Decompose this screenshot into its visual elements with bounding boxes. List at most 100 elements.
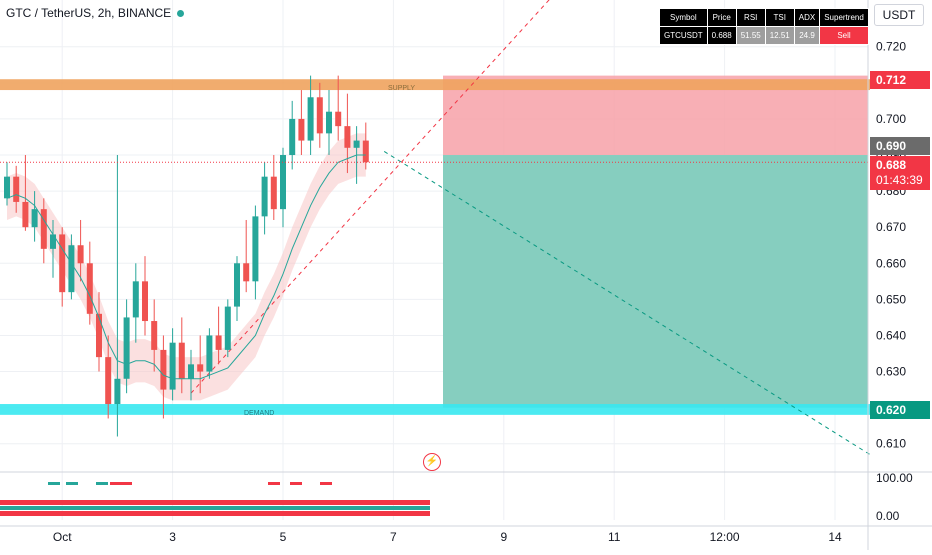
candle bbox=[224, 306, 231, 350]
candle bbox=[252, 216, 259, 282]
price-tick-label: 0.660 bbox=[876, 256, 906, 270]
candle bbox=[22, 201, 29, 228]
candle bbox=[86, 263, 93, 314]
stop-price-tag: 0.712 bbox=[870, 71, 930, 89]
candle bbox=[197, 364, 204, 372]
candle bbox=[206, 335, 213, 372]
table-cell-rsi: 51.55 bbox=[735, 26, 766, 45]
ema-line bbox=[6, 154, 366, 380]
candle bbox=[178, 342, 185, 379]
signal-marker bbox=[120, 482, 132, 485]
candle bbox=[40, 209, 47, 249]
candle bbox=[169, 342, 176, 390]
bar-countdown: 01:43:39 bbox=[876, 173, 923, 187]
oscillator-bar bbox=[0, 506, 430, 510]
time-tick-label: 5 bbox=[280, 530, 287, 544]
flash-icon[interactable]: ⚡ bbox=[423, 453, 441, 471]
price-tick-label: 0.720 bbox=[876, 40, 906, 54]
candle bbox=[160, 349, 167, 390]
candle bbox=[298, 118, 305, 141]
target-zone bbox=[443, 155, 868, 408]
price-tick-label: 0.610 bbox=[876, 437, 906, 451]
signal-marker bbox=[110, 482, 122, 485]
supply-zone bbox=[0, 79, 870, 91]
candle bbox=[114, 378, 121, 405]
target-price-tag: 0.620 bbox=[870, 401, 930, 419]
candle bbox=[59, 234, 66, 293]
candle bbox=[50, 234, 56, 249]
table-cell-supertrend: Sell bbox=[819, 26, 869, 45]
price-tick-label: 0.640 bbox=[876, 328, 906, 342]
signal-marker bbox=[48, 482, 60, 485]
oscillator-tick-label: 100.00 bbox=[876, 471, 913, 485]
candle bbox=[344, 126, 351, 148]
table-header-cell: TSI bbox=[764, 8, 795, 27]
candle bbox=[132, 281, 139, 318]
table-header-cell: Symbol bbox=[659, 8, 708, 27]
entry-price-tag: 0.690 bbox=[870, 137, 930, 155]
candle bbox=[362, 140, 369, 163]
signal-marker bbox=[96, 482, 108, 485]
table-cell-price: 0.688 bbox=[706, 26, 737, 45]
candle bbox=[123, 317, 130, 379]
time-tick-label: 9 bbox=[500, 530, 507, 544]
last-price-tag: 0.688 01:43:39 bbox=[870, 156, 930, 190]
table-cell-adx: 24.9 bbox=[793, 26, 821, 45]
signal-marker bbox=[66, 482, 78, 485]
symbol-title[interactable]: GTC / TetherUS, 2h, BINANCE bbox=[6, 6, 185, 20]
table-header-cell: Supertrend bbox=[819, 8, 869, 27]
time-tick-label: 11 bbox=[608, 530, 621, 544]
candle bbox=[142, 281, 148, 322]
candle bbox=[270, 176, 277, 210]
candle bbox=[188, 364, 194, 379]
candle bbox=[261, 176, 268, 217]
candle bbox=[234, 263, 240, 307]
supply-zone-label: SUPPLY bbox=[388, 85, 416, 92]
candle bbox=[31, 209, 38, 228]
last-price-value: 0.688 bbox=[876, 158, 907, 172]
candle bbox=[105, 357, 112, 405]
candle bbox=[4, 176, 10, 199]
price-tick-label: 0.630 bbox=[876, 365, 906, 379]
oscillator-bar bbox=[0, 500, 430, 505]
symbol-title-text: GTC / TetherUS, 2h, BINANCE bbox=[6, 6, 172, 20]
candle bbox=[316, 97, 323, 134]
table-header-cell: Price bbox=[706, 8, 737, 27]
signal-marker bbox=[320, 482, 332, 485]
price-tick-label: 0.650 bbox=[876, 292, 906, 306]
time-tick-label: 12:00 bbox=[710, 530, 740, 544]
candle bbox=[77, 245, 84, 264]
time-tick-label: 14 bbox=[828, 530, 842, 544]
candle bbox=[335, 111, 342, 127]
candle bbox=[96, 313, 102, 358]
candle bbox=[353, 140, 360, 148]
currency-selector[interactable]: USDT bbox=[874, 4, 924, 26]
candle bbox=[215, 335, 222, 350]
oscillator-tick-label: 0.00 bbox=[876, 509, 900, 523]
time-tick-label: 7 bbox=[390, 530, 397, 544]
candle bbox=[13, 176, 20, 202]
ema-band bbox=[7, 133, 366, 401]
demand-zone bbox=[0, 404, 870, 415]
indicator-table-row: GTCUSDT 0.688 51.55 12.51 24.9 Sell bbox=[659, 26, 869, 45]
candle bbox=[68, 245, 75, 293]
table-cell-tsi: 12.51 bbox=[764, 26, 795, 45]
candle bbox=[280, 155, 286, 210]
candle bbox=[151, 321, 158, 350]
demand-zone-label: DEMAND bbox=[244, 410, 275, 417]
candle bbox=[243, 263, 250, 282]
time-tick-label: Oct bbox=[53, 530, 72, 544]
indicator-table-header: Symbol Price RSI TSI ADX Supertrend bbox=[659, 8, 869, 27]
candle bbox=[307, 97, 314, 141]
table-header-cell: RSI bbox=[735, 8, 766, 27]
candle bbox=[289, 118, 296, 156]
indicator-table: Symbol Price RSI TSI ADX Supertrend GTCU… bbox=[659, 8, 869, 45]
time-tick-label: 3 bbox=[169, 530, 176, 544]
table-header-cell: ADX bbox=[793, 8, 821, 27]
price-tick-label: 0.700 bbox=[876, 112, 906, 126]
price-tick-label: 0.670 bbox=[876, 220, 906, 234]
oscillator-bar bbox=[0, 511, 430, 516]
market-status-icon bbox=[177, 10, 185, 18]
